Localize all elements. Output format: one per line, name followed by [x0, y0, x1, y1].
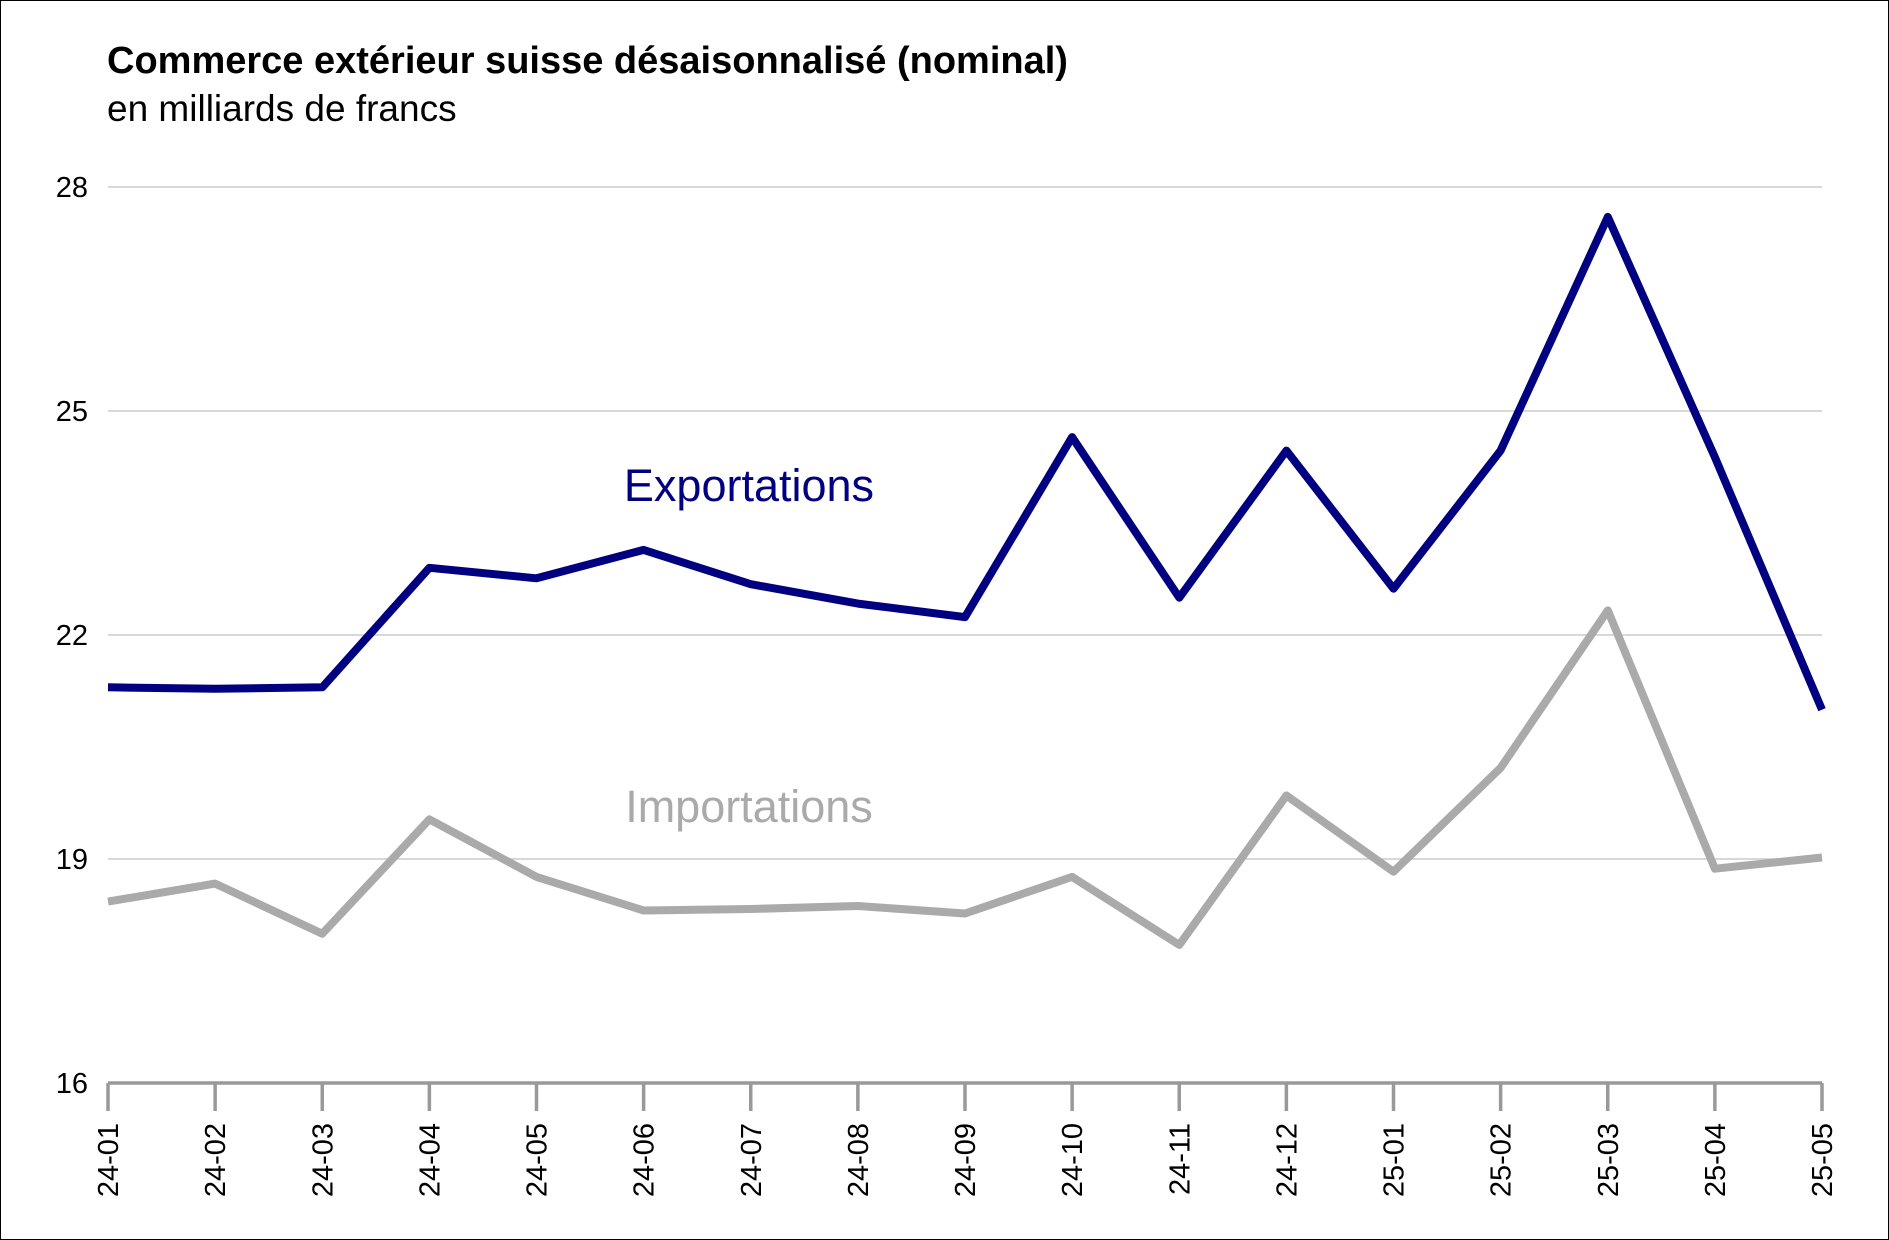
x-tick-label-24-01: 24-01 — [93, 1123, 125, 1197]
x-tick-label-24-03: 24-03 — [307, 1123, 339, 1197]
y-tick-label-16: 16 — [56, 1068, 88, 1100]
x-tick-label-25-05: 25-05 — [1807, 1123, 1839, 1197]
x-tick-label-24-06: 24-06 — [629, 1123, 661, 1197]
x-tick-label-24-12: 24-12 — [1271, 1123, 1303, 1197]
x-tick-label-24-09: 24-09 — [950, 1123, 982, 1197]
x-tick-label-24-05: 24-05 — [522, 1123, 554, 1197]
series-label-importations: Importations — [625, 781, 873, 832]
x-tick-label-24-08: 24-08 — [843, 1123, 875, 1197]
chart-title: Commerce extérieur suisse désaisonnalisé… — [107, 40, 1068, 82]
y-tick-label-25: 25 — [56, 396, 88, 428]
x-tick-label-25-02: 25-02 — [1486, 1123, 1518, 1197]
y-tick-label-28: 28 — [56, 172, 88, 204]
y-tick-label-22: 22 — [56, 620, 88, 652]
x-tick-label-24-04: 24-04 — [414, 1123, 446, 1197]
x-tick-label-24-02: 24-02 — [200, 1123, 232, 1197]
x-tick-label-24-11: 24-11 — [1164, 1123, 1196, 1195]
x-tick-label-25-04: 25-04 — [1700, 1123, 1732, 1197]
x-tick-label-24-10: 24-10 — [1057, 1123, 1089, 1197]
series-line-importations — [107, 606, 1823, 949]
series-line-exportations — [107, 212, 1826, 712]
chart-subtitle: en milliards de francs — [107, 88, 457, 129]
x-tick-label-25-03: 25-03 — [1593, 1123, 1625, 1197]
series-label-exportations: Exportations — [624, 460, 874, 511]
x-tick-label-25-01: 25-01 — [1379, 1123, 1411, 1197]
x-tick-label-24-07: 24-07 — [736, 1123, 768, 1197]
y-tick-label-19: 19 — [56, 844, 88, 876]
